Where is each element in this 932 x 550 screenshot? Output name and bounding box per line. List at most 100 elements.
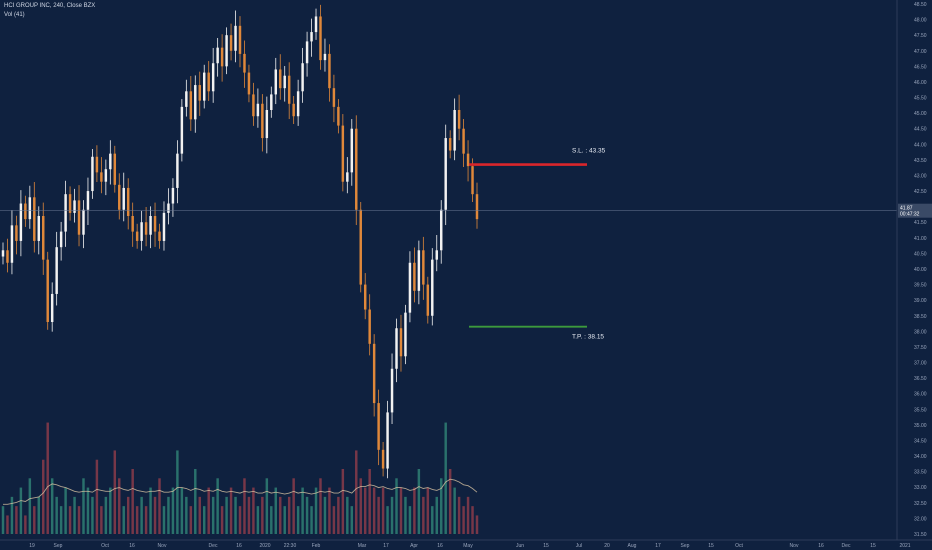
candle-body [431,259,434,316]
candle-body [135,231,139,241]
candle-body [59,231,63,248]
volume-bar [24,515,27,534]
volume-bar [261,496,264,534]
candle-body [229,35,233,51]
candle-body [149,216,152,235]
volume-bar [194,469,197,534]
volume-bar [243,478,246,534]
candle-body [435,250,438,260]
candle-body [399,328,403,357]
y-axis-panel [897,0,932,550]
volume-bar [238,506,242,534]
volume-bar [328,487,331,534]
candle-body [77,200,81,235]
candle-body [301,63,304,92]
y-tick-label: 43.50 [914,158,927,164]
level-lines: S.L. : 43.35 T.P. : 38.15 [0,148,897,341]
volume-bar [310,506,313,534]
y-tick-label: 48.00 [914,18,927,24]
candle-body [10,225,14,263]
volume-bar [171,487,175,534]
volume-bar [337,496,340,534]
y-tick-label: 33.50 [914,470,927,476]
candle-body [202,72,206,101]
candle-body [180,106,184,154]
volume-bar [359,478,362,534]
volume-bar [247,496,251,534]
x-tick-label: 15 [870,543,876,549]
candle-body [220,47,224,67]
x-tick-label: 16 [818,543,824,549]
y-tick-label: 32.00 [914,516,927,522]
y-tick-label: 37.00 [914,361,927,367]
candle-body [328,53,331,89]
volume-bar [104,496,108,534]
volume-bar [185,496,188,534]
volume-bar [86,487,90,534]
volume-bar [167,496,170,534]
symbol-line: HCI GROUP INC, 240, Close BZX [4,3,96,9]
candle-body [408,262,412,313]
last-price-badge [898,203,932,218]
y-tick-label: 40.50 [914,251,927,257]
volume-bar [435,496,438,534]
candle-body [91,156,94,192]
candle-body [296,91,300,117]
candle-body [162,212,166,241]
x-tick-label: 20 [604,543,610,549]
x-tick-label: Nov [790,543,799,549]
volume-bar [131,469,134,534]
candle-body [198,85,201,101]
candle-body [243,53,246,73]
candle-body [346,172,349,182]
candle-body [417,250,421,291]
volume-bar [68,506,72,534]
volume-bar [301,487,304,534]
x-tick-label: 17 [383,543,389,549]
y-tick-label: 35.50 [914,407,927,413]
volume-bar [314,487,318,534]
candle-body [466,153,470,167]
candle-body [19,203,23,241]
volume-bar [207,487,210,534]
candle-body [247,72,251,95]
volume-bar [77,506,81,534]
volume-bar [471,506,474,534]
candle-body [176,153,179,188]
candle-body [144,222,148,235]
candle-body [471,166,474,195]
candle-body [413,262,416,291]
volume-bar [355,450,358,534]
volume-bar [377,496,380,534]
y-tick-label: 43.00 [914,173,927,179]
candle-body [256,103,260,117]
volume-bar [296,506,300,534]
volume-bar [386,506,389,534]
candle-body [462,128,465,154]
candle-body [234,25,237,51]
chart-legend: HCI GROUP INC, 240, Close BZX Vol (41) [4,2,95,20]
volume-bar [37,496,41,534]
candle-body [274,69,278,95]
volume-bar [287,496,291,534]
candle-body [390,368,394,413]
candle-body [337,106,340,126]
candle-body [323,53,327,61]
volume-bar [368,469,371,534]
candle-body [109,153,112,170]
volume-bar [220,506,224,534]
volume-bar [475,515,479,534]
stop-loss-label: S.L. : 43.35 [572,148,606,155]
y-tick-label: 34.50 [914,438,927,444]
volume-bar [189,506,193,534]
volume-bar [225,496,228,534]
volume-bar [113,450,117,534]
volume-line: Vol (41) [4,12,25,18]
volume-bar [417,469,421,534]
volume-bar [319,478,322,534]
candle-body [310,32,313,42]
volume-bar [180,487,184,534]
volume-bar [413,487,416,534]
volume-bar [202,506,206,534]
